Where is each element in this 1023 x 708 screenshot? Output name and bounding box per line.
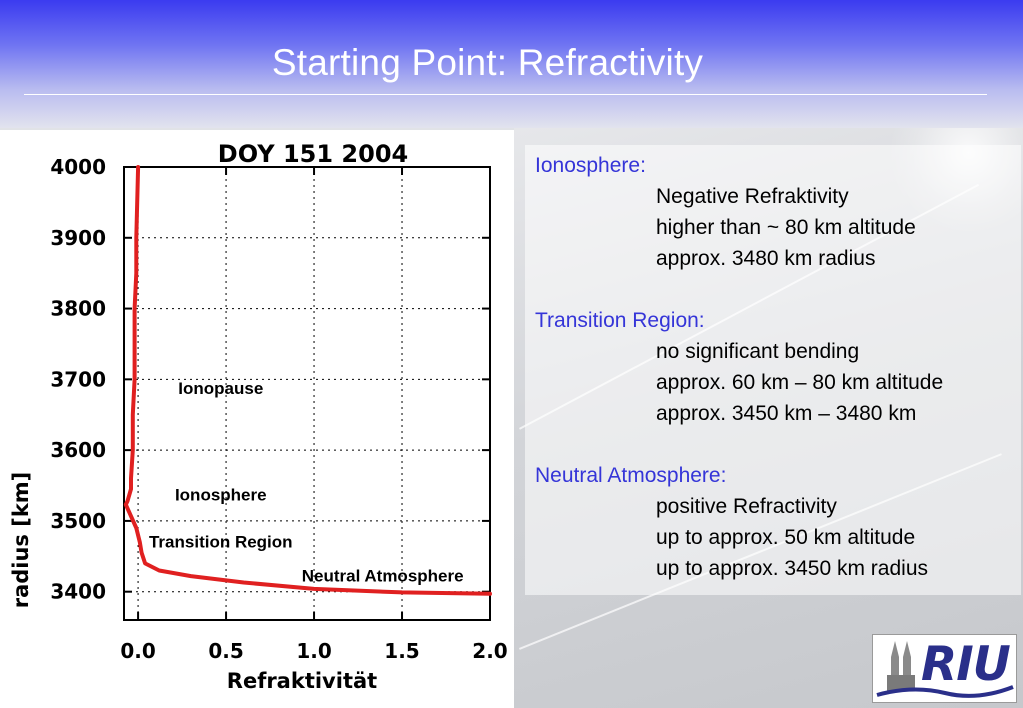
y-tick-label: 3600 bbox=[50, 438, 106, 462]
y-axis-label: radius [km] bbox=[9, 472, 33, 609]
section-line: up to approx. 50 km altitude bbox=[656, 526, 916, 549]
x-tick-label: 0.5 bbox=[208, 639, 243, 663]
x-tick-label: 2.0 bbox=[472, 639, 507, 663]
region-annotation: Transition Region bbox=[149, 532, 293, 551]
y-tick-label: 3700 bbox=[50, 367, 106, 391]
description-panel bbox=[525, 145, 1021, 595]
y-tick-label: 3500 bbox=[50, 509, 106, 533]
section-gap bbox=[535, 429, 1023, 460]
section-line: approx. 3450 km – 3480 km bbox=[656, 402, 917, 425]
x-tick-label: 1.0 bbox=[296, 639, 331, 663]
description-text: Ionosphere: Negative Refraktivity higher t… bbox=[535, 150, 1023, 584]
section-line: up to approx. 3450 km radius bbox=[656, 557, 928, 580]
chart-title: DOY 151 2004 bbox=[218, 140, 408, 168]
refractivity-profile-line bbox=[123, 165, 492, 596]
x-tick-label: 1.5 bbox=[384, 639, 419, 663]
slide-header bbox=[0, 0, 1023, 128]
section-line: approx. 60 km – 80 km altitude bbox=[656, 371, 944, 394]
x-axis-label: Refraktivität bbox=[227, 669, 377, 693]
chart-svg: DOY 151 2004 0.0 0.5 1.0 1.5 2.0 3400 3500 3600… bbox=[9, 140, 508, 693]
section-gap bbox=[535, 274, 1023, 305]
cathedral-icon bbox=[876, 641, 1014, 698]
title-divider bbox=[24, 94, 987, 95]
slide-title: Starting Point: Refractivity bbox=[271, 42, 704, 83]
section-line: positive Refractivity bbox=[656, 495, 837, 518]
section-heading: Ionosphere: bbox=[535, 154, 646, 177]
y-tick-label: 4000 bbox=[50, 155, 106, 179]
region-annotation: Ionosphere bbox=[175, 486, 267, 505]
plot-frame bbox=[123, 166, 491, 621]
tick-layer: 0.0 0.5 1.0 1.5 2.0 3400 3500 3600 3700 3800 3900 4… bbox=[50, 155, 507, 663]
region-annotation: Neutral Atmosphere bbox=[302, 566, 464, 585]
logo-text: RIU bbox=[921, 637, 1011, 692]
section-line: higher than ~ 80 km altitude bbox=[656, 216, 916, 239]
y-tick-label: 3900 bbox=[50, 226, 106, 250]
y-tick-label: 3800 bbox=[50, 297, 106, 321]
annotation-layer: Ionopause Ionosphere Transition Region Neut… bbox=[149, 379, 464, 586]
section-line: approx. 3480 km radius bbox=[656, 247, 876, 270]
refractivity-chart: DOY 151 2004 0.0 0.5 1.0 1.5 2.0 3400 3500 3600… bbox=[0, 130, 514, 708]
section-line: no significant bending bbox=[656, 340, 860, 363]
section-heading: Transition Region: bbox=[535, 309, 705, 332]
riu-logo: RIU bbox=[872, 634, 1017, 703]
section-heading: Neutral Atmosphere: bbox=[535, 464, 727, 487]
x-tick-label: 0.0 bbox=[120, 639, 155, 663]
section-line: Negative Refraktivity bbox=[656, 185, 849, 208]
region-annotation: Ionopause bbox=[178, 379, 263, 398]
series-layer bbox=[123, 165, 492, 596]
y-tick-label: 3400 bbox=[50, 580, 106, 604]
